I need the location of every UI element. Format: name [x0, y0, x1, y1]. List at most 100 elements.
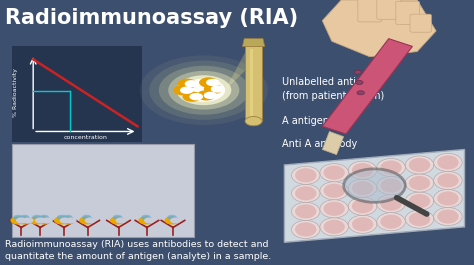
- Circle shape: [138, 216, 154, 224]
- Circle shape: [344, 169, 405, 202]
- Ellipse shape: [377, 195, 405, 213]
- Ellipse shape: [352, 199, 373, 213]
- Ellipse shape: [409, 194, 430, 208]
- Circle shape: [20, 215, 29, 220]
- Circle shape: [79, 216, 94, 224]
- Circle shape: [57, 215, 66, 220]
- Circle shape: [199, 77, 218, 88]
- Circle shape: [185, 80, 198, 87]
- Ellipse shape: [434, 189, 462, 207]
- Ellipse shape: [434, 171, 462, 189]
- FancyBboxPatch shape: [410, 14, 431, 32]
- Circle shape: [182, 79, 225, 102]
- Ellipse shape: [320, 200, 348, 218]
- Circle shape: [23, 218, 34, 223]
- Circle shape: [66, 218, 77, 223]
- Text: concentration: concentration: [64, 135, 107, 140]
- Circle shape: [190, 93, 203, 100]
- Circle shape: [140, 55, 268, 125]
- Circle shape: [149, 61, 258, 120]
- Circle shape: [204, 84, 223, 94]
- Text: Radioimmunoassay (RIA): Radioimmunoassay (RIA): [5, 8, 298, 28]
- Ellipse shape: [405, 156, 434, 174]
- Circle shape: [36, 216, 52, 224]
- Circle shape: [39, 215, 49, 220]
- Circle shape: [42, 218, 53, 223]
- Ellipse shape: [352, 181, 373, 195]
- Circle shape: [245, 117, 262, 126]
- Ellipse shape: [434, 153, 462, 171]
- Polygon shape: [12, 46, 142, 142]
- Ellipse shape: [434, 207, 462, 226]
- Circle shape: [113, 215, 122, 220]
- Ellipse shape: [380, 197, 401, 211]
- FancyBboxPatch shape: [377, 0, 401, 19]
- Ellipse shape: [348, 197, 377, 215]
- Circle shape: [63, 215, 73, 220]
- Ellipse shape: [437, 191, 459, 206]
- Ellipse shape: [295, 222, 316, 237]
- FancyBboxPatch shape: [358, 0, 382, 22]
- Circle shape: [17, 216, 32, 224]
- Ellipse shape: [409, 158, 430, 172]
- Ellipse shape: [380, 215, 401, 229]
- Ellipse shape: [295, 204, 317, 218]
- Circle shape: [164, 216, 180, 224]
- Circle shape: [85, 218, 96, 223]
- Text: % Radioactivity: % Radioactivity: [13, 68, 18, 117]
- Polygon shape: [225, 45, 249, 90]
- Ellipse shape: [292, 166, 320, 184]
- Ellipse shape: [348, 179, 377, 197]
- Circle shape: [54, 216, 69, 224]
- Ellipse shape: [320, 182, 348, 200]
- FancyBboxPatch shape: [396, 1, 419, 24]
- Circle shape: [10, 216, 26, 224]
- Ellipse shape: [323, 184, 345, 198]
- Circle shape: [144, 218, 155, 223]
- Circle shape: [167, 215, 177, 220]
- Circle shape: [32, 215, 42, 220]
- Ellipse shape: [292, 202, 320, 220]
- Polygon shape: [250, 49, 253, 116]
- Circle shape: [176, 75, 231, 105]
- Circle shape: [197, 90, 216, 100]
- Circle shape: [357, 91, 365, 95]
- Ellipse shape: [348, 161, 377, 179]
- Circle shape: [178, 79, 197, 89]
- Text: Radioimmunoassay (RIA) uses antibodies to detect and
quantitate the amount of an: Radioimmunoassay (RIA) uses antibodies t…: [5, 240, 271, 261]
- Polygon shape: [322, 131, 344, 155]
- Circle shape: [16, 218, 27, 223]
- Polygon shape: [322, 0, 436, 57]
- Circle shape: [180, 86, 193, 94]
- Circle shape: [173, 85, 192, 95]
- Ellipse shape: [320, 164, 348, 182]
- Ellipse shape: [323, 220, 345, 234]
- Circle shape: [82, 215, 91, 220]
- Ellipse shape: [437, 155, 458, 170]
- Circle shape: [159, 66, 249, 115]
- Ellipse shape: [320, 218, 348, 236]
- Ellipse shape: [409, 212, 430, 226]
- Polygon shape: [12, 144, 194, 237]
- Ellipse shape: [292, 184, 320, 202]
- Ellipse shape: [348, 215, 377, 233]
- Circle shape: [60, 216, 75, 224]
- Circle shape: [35, 218, 46, 223]
- Circle shape: [168, 71, 239, 109]
- Ellipse shape: [405, 192, 434, 210]
- Circle shape: [60, 218, 71, 223]
- Circle shape: [206, 79, 219, 86]
- Ellipse shape: [409, 176, 430, 190]
- Ellipse shape: [437, 209, 459, 224]
- Text: A antigen: A antigen: [282, 116, 329, 126]
- Ellipse shape: [377, 176, 405, 195]
- Circle shape: [211, 85, 224, 93]
- Circle shape: [110, 216, 125, 224]
- Circle shape: [13, 215, 23, 220]
- Ellipse shape: [323, 202, 345, 216]
- Polygon shape: [284, 149, 465, 242]
- Ellipse shape: [380, 161, 401, 175]
- Circle shape: [354, 70, 362, 74]
- Ellipse shape: [405, 174, 434, 192]
- Ellipse shape: [377, 213, 405, 231]
